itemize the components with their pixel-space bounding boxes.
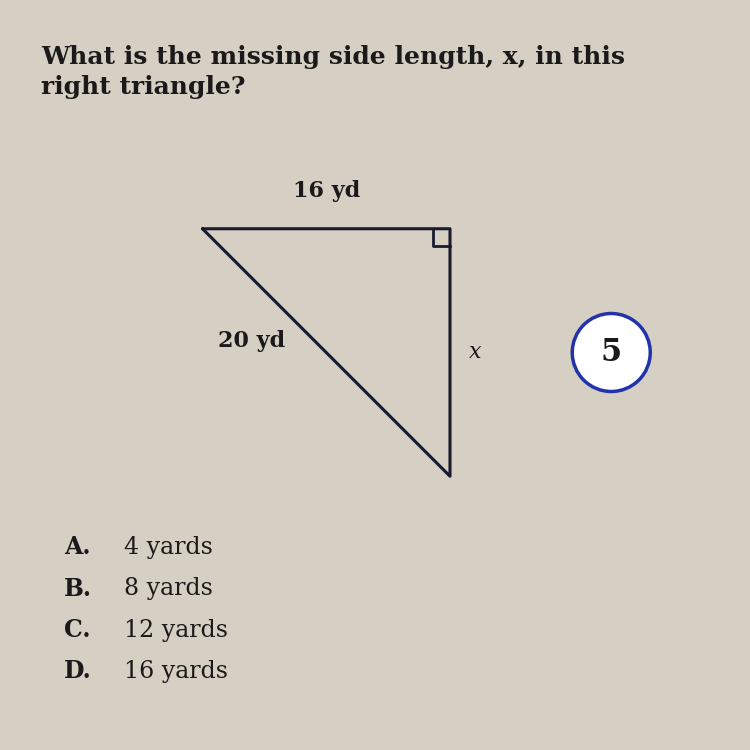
Text: 12 yards: 12 yards — [124, 619, 228, 641]
Text: 16 yd: 16 yd — [292, 181, 360, 203]
Text: A.: A. — [64, 536, 90, 560]
Text: 8 yards: 8 yards — [124, 578, 213, 600]
Text: 4 yards: 4 yards — [124, 536, 213, 559]
Text: x: x — [469, 341, 482, 364]
Text: 16 yards: 16 yards — [124, 660, 228, 682]
Text: C.: C. — [64, 618, 90, 642]
Circle shape — [572, 314, 650, 392]
Text: right triangle?: right triangle? — [41, 75, 246, 99]
Text: 20 yd: 20 yd — [217, 330, 285, 352]
Text: B.: B. — [64, 577, 92, 601]
Text: 5: 5 — [601, 337, 622, 368]
Text: D.: D. — [64, 659, 92, 683]
Text: What is the missing side length, x, in this: What is the missing side length, x, in t… — [41, 45, 625, 69]
